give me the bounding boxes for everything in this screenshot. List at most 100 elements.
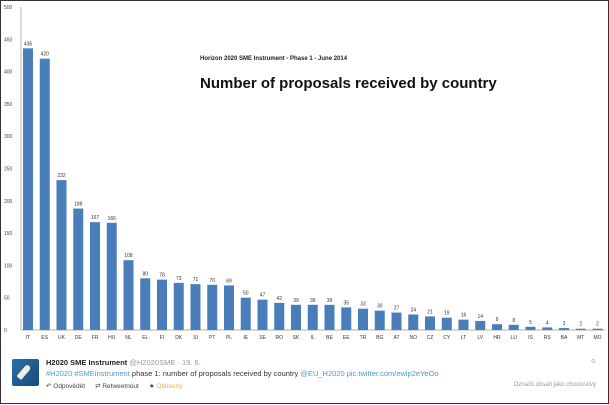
favorite-button[interactable]: ★ Oblíbený xyxy=(149,382,183,390)
data-label: 167 xyxy=(91,215,100,221)
bar xyxy=(391,312,402,330)
y-tick-label: 500 xyxy=(4,5,13,11)
data-label: 24 xyxy=(410,307,416,313)
bar xyxy=(123,260,134,330)
data-label: 47 xyxy=(260,293,266,299)
bar xyxy=(257,299,268,330)
bar xyxy=(341,307,352,330)
reply-icon: ↶ xyxy=(46,383,52,390)
x-tick-label: LU xyxy=(511,335,518,341)
y-tick-label: 100 xyxy=(4,263,13,269)
bar xyxy=(291,304,301,330)
x-tick-label: DK xyxy=(175,335,183,341)
data-label: 436 xyxy=(24,41,33,47)
x-tick-label: PL xyxy=(226,335,232,341)
x-tick-label: IS xyxy=(528,335,533,341)
hashtag-link[interactable]: #SMEinstrument xyxy=(74,369,130,378)
y-tick-label: 150 xyxy=(4,231,13,237)
bar xyxy=(90,222,100,330)
reply-button[interactable]: ↶ Odpovědět xyxy=(46,382,85,390)
retweet-icon: ⇄ xyxy=(95,383,101,390)
data-label: 232 xyxy=(57,173,66,179)
x-tick-label: LT xyxy=(461,335,466,341)
x-tick-label: HR xyxy=(493,335,501,341)
x-tick-label: BG xyxy=(376,335,383,341)
data-label: 2 xyxy=(579,322,582,328)
x-tick-label: DE xyxy=(75,335,83,341)
star-icon: ★ xyxy=(148,383,155,390)
data-label: 4 xyxy=(546,320,549,326)
bar xyxy=(224,285,234,330)
retweet-button[interactable]: ⇄ Retweetnout xyxy=(95,382,139,390)
bar xyxy=(559,328,569,330)
x-tick-label: BA xyxy=(561,335,568,341)
bar-chart: 050100150200250300350400450500436IT420ES… xyxy=(4,5,605,341)
x-tick-label: RS xyxy=(544,335,552,341)
data-label: 19 xyxy=(444,311,450,317)
y-tick-label: 200 xyxy=(4,199,13,205)
bar xyxy=(542,327,553,330)
bar xyxy=(475,320,486,330)
x-tick-label: MO xyxy=(593,335,601,341)
data-label: 188 xyxy=(74,202,83,208)
bar xyxy=(592,328,603,330)
bar xyxy=(274,302,285,330)
data-label: 35 xyxy=(343,300,349,306)
data-label: 78 xyxy=(159,273,165,279)
bar xyxy=(73,208,84,330)
bar xyxy=(324,304,335,330)
data-label: 8 xyxy=(512,318,515,324)
mention-link[interactable]: @EU_H2020 xyxy=(300,369,345,378)
author-name[interactable]: H2020 SME Instrument xyxy=(46,358,128,367)
bar xyxy=(575,328,586,330)
retweet-label: Retweetnout xyxy=(102,383,139,390)
bar xyxy=(358,308,368,330)
favorite-label: Oblíbený xyxy=(156,383,183,390)
pic-link[interactable]: pic.twitter.com/ewlp2eYeOo xyxy=(344,369,439,378)
bar xyxy=(307,304,318,330)
mark-sensitive-link[interactable]: Označit obsah jako choulostivý xyxy=(513,382,596,388)
more-icon[interactable]: ⚙ xyxy=(590,359,596,365)
hashtag-link[interactable]: #H2020 xyxy=(46,369,73,378)
data-label: 39 xyxy=(310,298,316,304)
x-tick-label: CY xyxy=(443,335,451,341)
y-tick-label: 400 xyxy=(4,70,13,76)
x-tick-label: CZ xyxy=(427,335,434,341)
x-tick-label: EL xyxy=(142,335,148,341)
bar xyxy=(190,284,201,330)
y-tick-label: 350 xyxy=(4,102,13,108)
data-label: 420 xyxy=(41,52,50,58)
data-label: 5 xyxy=(529,320,532,326)
data-label: 2 xyxy=(596,322,599,328)
bar xyxy=(408,314,419,330)
x-tick-label: FR xyxy=(92,335,99,341)
y-tick-label: 50 xyxy=(4,296,10,302)
tweet-text: #H2020 #SMEinstrument phase 1: number of… xyxy=(46,369,439,378)
data-label: 27 xyxy=(394,306,400,312)
data-label: 14 xyxy=(477,314,483,320)
data-label: 9 xyxy=(496,317,499,323)
x-tick-label: TR xyxy=(360,335,367,341)
avatar[interactable] xyxy=(12,359,39,386)
bar xyxy=(492,324,502,330)
x-tick-label: HU xyxy=(108,335,116,341)
bar xyxy=(39,58,50,331)
x-tick-label: NL xyxy=(125,335,132,341)
x-tick-label: IT xyxy=(26,335,30,341)
chart-image[interactable]: 0 50 100 150 200 250 300 350 400 450 500 436 IT 420 ES… xyxy=(0,0,609,345)
bar xyxy=(240,297,251,330)
data-label: 80 xyxy=(142,271,148,277)
tweet-body: phase 1: number of proposals received by… xyxy=(129,369,301,378)
tweet-author[interactable]: H2020 SME Instrument @H2020SME · 19. 6. xyxy=(46,358,201,367)
bar xyxy=(23,48,33,331)
data-label: 30 xyxy=(377,304,383,310)
x-tick-label: NO xyxy=(410,335,418,341)
tweet: H2020 SME Instrument @H2020SME · 19. 6. … xyxy=(0,344,609,404)
chart-subtitle: Horizon 2020 SME Instrument - Phase 1 - … xyxy=(200,56,348,62)
reply-label: Odpovědět xyxy=(53,383,86,390)
data-label: 39 xyxy=(327,298,333,304)
data-label: 71 xyxy=(193,277,199,283)
x-tick-label: MT xyxy=(577,335,584,341)
y-tick-label: 450 xyxy=(4,37,13,43)
y-tick-label: 0 xyxy=(4,328,7,334)
